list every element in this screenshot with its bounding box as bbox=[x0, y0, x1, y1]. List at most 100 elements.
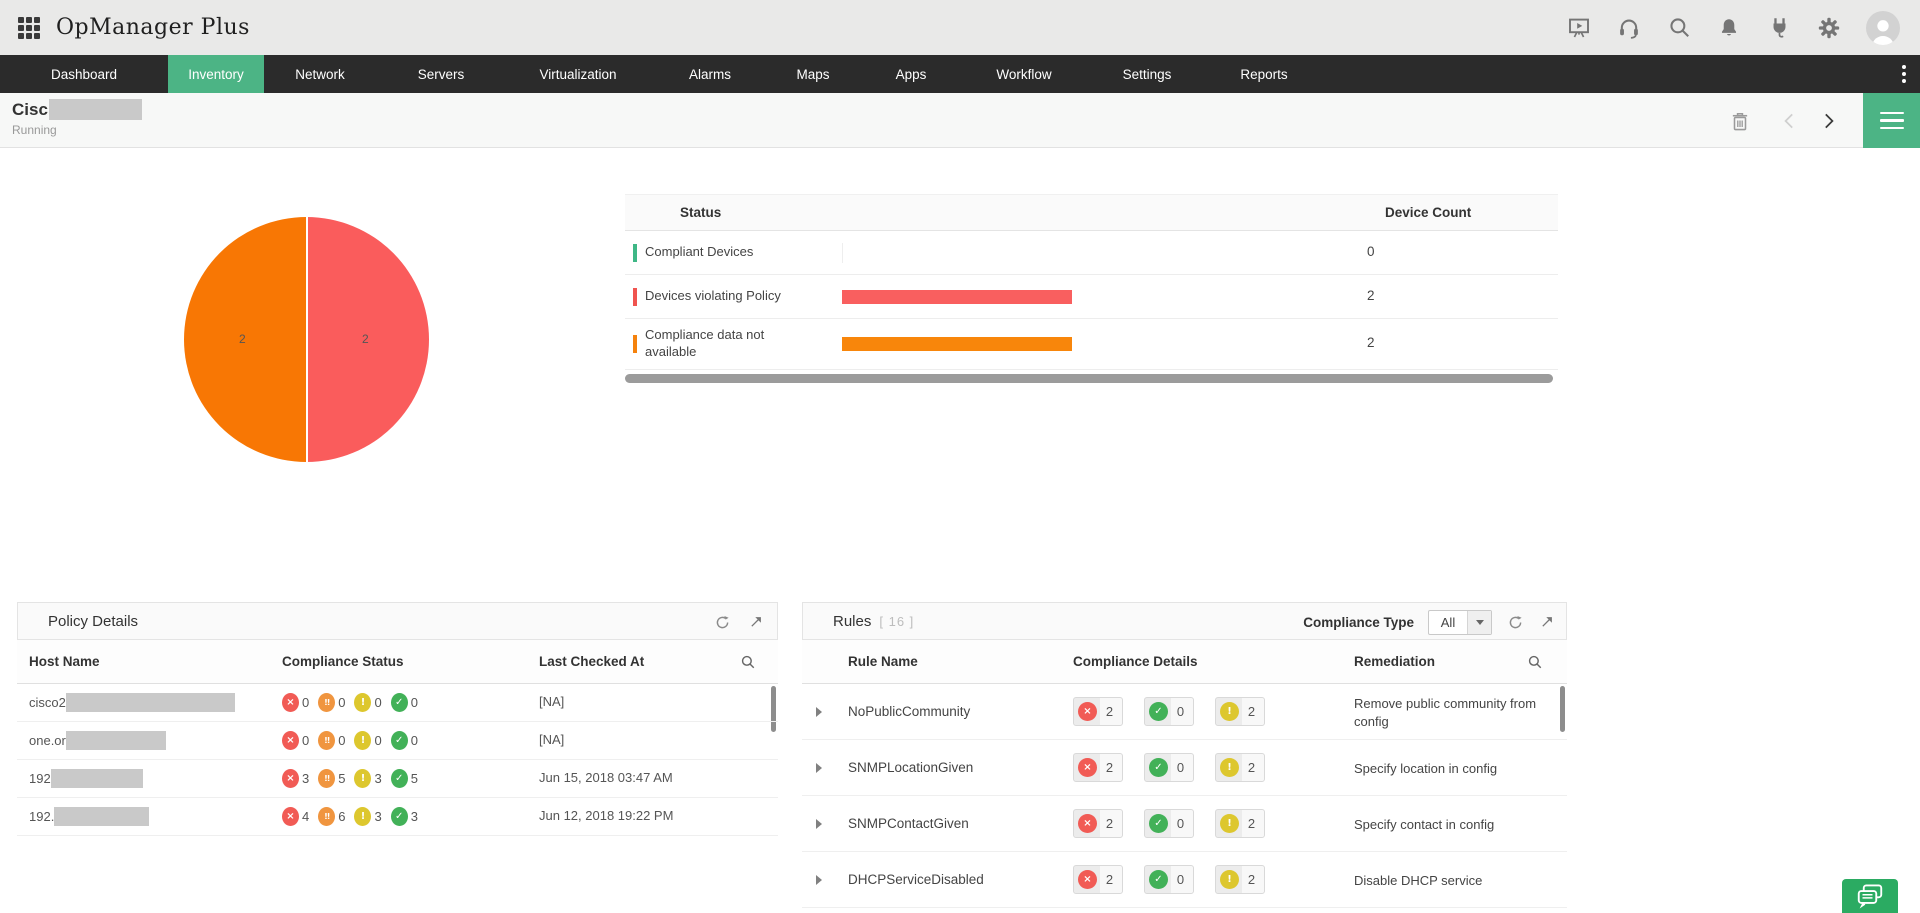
clear-count: 3 bbox=[410, 809, 418, 824]
search-icon[interactable] bbox=[1666, 15, 1692, 41]
panel-title: Policy Details bbox=[48, 612, 139, 630]
table-row-no-data[interactable]: Compliance data not available 2 bbox=[625, 319, 1558, 370]
trouble-count: 6 bbox=[338, 809, 346, 824]
redacted-host bbox=[65, 731, 166, 750]
user-avatar[interactable] bbox=[1866, 10, 1900, 45]
redacted-host bbox=[65, 693, 235, 712]
notifications-icon[interactable] bbox=[1716, 15, 1742, 41]
tab-reports[interactable]: Reports bbox=[1240, 66, 1288, 82]
column-rule-name[interactable]: Rule Name bbox=[848, 654, 918, 669]
policy-table-header: Host Name Compliance Status Last Checked… bbox=[17, 640, 778, 684]
critical-count: 0 bbox=[302, 695, 310, 710]
horizontal-scrollbar[interactable] bbox=[625, 374, 1553, 383]
tab-virtualization[interactable]: Virtualization bbox=[539, 66, 617, 82]
topbar-icons bbox=[1566, 0, 1900, 55]
panel-title: Rules bbox=[833, 612, 872, 630]
table-row-compliant[interactable]: Compliant Devices 0 bbox=[625, 231, 1558, 275]
nav-overflow-menu-icon[interactable] bbox=[1902, 55, 1906, 93]
clear-icon: ✓ bbox=[390, 731, 408, 750]
rules-panel: Rules [ 16 ] Compliance Type All Rule Na… bbox=[802, 602, 1567, 908]
rules-panel-header: Rules [ 16 ] Compliance Type All bbox=[802, 602, 1567, 640]
compliance-type-label: Compliance Type bbox=[1303, 614, 1414, 630]
row-count: 0 bbox=[1367, 244, 1375, 259]
compliant-badge: ✓ 0 bbox=[1144, 697, 1194, 726]
attention-icon: ! bbox=[354, 693, 372, 712]
rule-row[interactable]: NoPublicCommunity × 2 ✓ 0 ! 2 Remove public… bbox=[802, 684, 1567, 740]
policy-row[interactable]: 192 × 3 !! 5 ! 3 ✓ 5 Jun 15, 2018 03:47 AM bbox=[17, 760, 778, 798]
expand-row-icon[interactable] bbox=[816, 819, 822, 829]
critical-count: 4 bbox=[302, 809, 310, 824]
tab-dashboard[interactable]: Dashboard bbox=[50, 66, 118, 82]
training-icon[interactable] bbox=[1566, 15, 1592, 41]
tab-network[interactable]: Network bbox=[295, 66, 345, 82]
refresh-icon[interactable] bbox=[713, 613, 731, 631]
column-compliance-status[interactable]: Compliance Status bbox=[282, 654, 404, 669]
trouble-count: 0 bbox=[338, 733, 346, 748]
column-host-name[interactable]: Host Name bbox=[29, 654, 100, 669]
critical-icon: × bbox=[282, 731, 299, 750]
trouble-count: 5 bbox=[338, 771, 346, 786]
remediation-text: Specify location in config bbox=[1354, 761, 1498, 776]
settings-icon[interactable] bbox=[1816, 15, 1842, 41]
row-count: 2 bbox=[1367, 335, 1375, 350]
tab-servers[interactable]: Servers bbox=[417, 66, 465, 82]
chat-support-button[interactable] bbox=[1842, 879, 1898, 913]
column-device-count[interactable]: Device Count bbox=[1385, 205, 1472, 220]
expand-panel-icon[interactable] bbox=[747, 613, 765, 631]
critical-count: 3 bbox=[302, 771, 310, 786]
violated-badge: × 2 bbox=[1073, 865, 1123, 894]
refresh-icon[interactable] bbox=[1506, 613, 1524, 631]
expand-row-icon[interactable] bbox=[816, 763, 822, 773]
policy-row[interactable]: cisco2 × 0 !! 0 ! 0 ✓ 0 [NA] bbox=[17, 684, 778, 722]
row-label: Compliant Devices bbox=[645, 244, 754, 259]
status-marker bbox=[633, 288, 637, 306]
tab-apps[interactable]: Apps bbox=[895, 66, 927, 82]
clear-icon: ✓ bbox=[390, 693, 408, 712]
column-status[interactable]: Status bbox=[680, 205, 722, 220]
compliant-badge: ✓ 0 bbox=[1144, 753, 1194, 782]
rule-row[interactable]: SNMPLocationGiven × 2 ✓ 0 ! 2 Specify locat… bbox=[802, 740, 1567, 796]
search-icon[interactable] bbox=[740, 654, 756, 673]
expand-panel-icon[interactable] bbox=[1538, 613, 1556, 631]
previous-device-icon[interactable] bbox=[1777, 108, 1803, 134]
column-last-checked[interactable]: Last Checked At bbox=[539, 654, 645, 669]
column-compliance-details[interactable]: Compliance Details bbox=[1073, 654, 1198, 669]
compliance-type-dropdown[interactable]: All bbox=[1428, 609, 1492, 635]
host-name: cisco2 bbox=[29, 695, 66, 710]
vertical-scrollbar[interactable] bbox=[771, 686, 776, 732]
tab-workflow[interactable]: Workflow bbox=[996, 66, 1052, 82]
apps-grid-icon[interactable] bbox=[18, 16, 40, 39]
device-menu-icon[interactable] bbox=[1863, 93, 1920, 148]
host-name: 192 bbox=[29, 771, 51, 786]
tab-alarms[interactable]: Alarms bbox=[688, 66, 731, 82]
table-row-violating[interactable]: Devices violating Policy 2 bbox=[625, 275, 1558, 319]
vertical-scrollbar[interactable] bbox=[1560, 686, 1565, 732]
addons-icon[interactable] bbox=[1766, 15, 1792, 41]
policy-row[interactable]: one.or × 0 !! 0 ! 0 ✓ 0 [NA] bbox=[17, 722, 778, 760]
last-checked-value: Jun 12, 2018 19:22 PM bbox=[539, 808, 674, 823]
column-remediation[interactable]: Remediation bbox=[1354, 654, 1436, 669]
rule-row[interactable]: SNMPContactGiven × 2 ✓ 0 ! 2 Specify contac… bbox=[802, 796, 1567, 852]
policy-panel-header: Policy Details bbox=[17, 602, 778, 640]
violated-badge: × 2 bbox=[1073, 697, 1123, 726]
status-marker bbox=[633, 335, 637, 353]
status-marker bbox=[633, 244, 637, 262]
app-title: OpManager Plus bbox=[56, 15, 250, 40]
policy-row[interactable]: 192. × 4 !! 6 ! 3 ✓ 3 Jun 12, 2018 19:22 PM bbox=[17, 798, 778, 836]
remediation-text: Specify contact in config bbox=[1354, 817, 1495, 832]
rule-row[interactable]: DHCPServiceDisabled × 2 ✓ 0 ! 2 Disable DHC… bbox=[802, 852, 1567, 908]
tab-inventory[interactable]: Inventory bbox=[168, 55, 264, 93]
expand-row-icon[interactable] bbox=[816, 875, 822, 885]
delete-device-icon[interactable] bbox=[1727, 108, 1753, 134]
next-device-icon[interactable] bbox=[1815, 108, 1841, 134]
topbar: OpManager Plus bbox=[0, 0, 1920, 55]
expand-row-icon[interactable] bbox=[816, 707, 822, 717]
trouble-icon: !! bbox=[318, 807, 336, 826]
tab-settings[interactable]: Settings bbox=[1122, 66, 1172, 82]
critical-icon: × bbox=[282, 807, 299, 826]
violated-badge: × 2 bbox=[1073, 809, 1123, 838]
support-icon[interactable] bbox=[1616, 15, 1642, 41]
search-icon[interactable] bbox=[1527, 654, 1543, 673]
compliance-pie-chart[interactable]: 2 2 bbox=[184, 217, 429, 462]
tab-maps[interactable]: Maps bbox=[796, 66, 830, 82]
